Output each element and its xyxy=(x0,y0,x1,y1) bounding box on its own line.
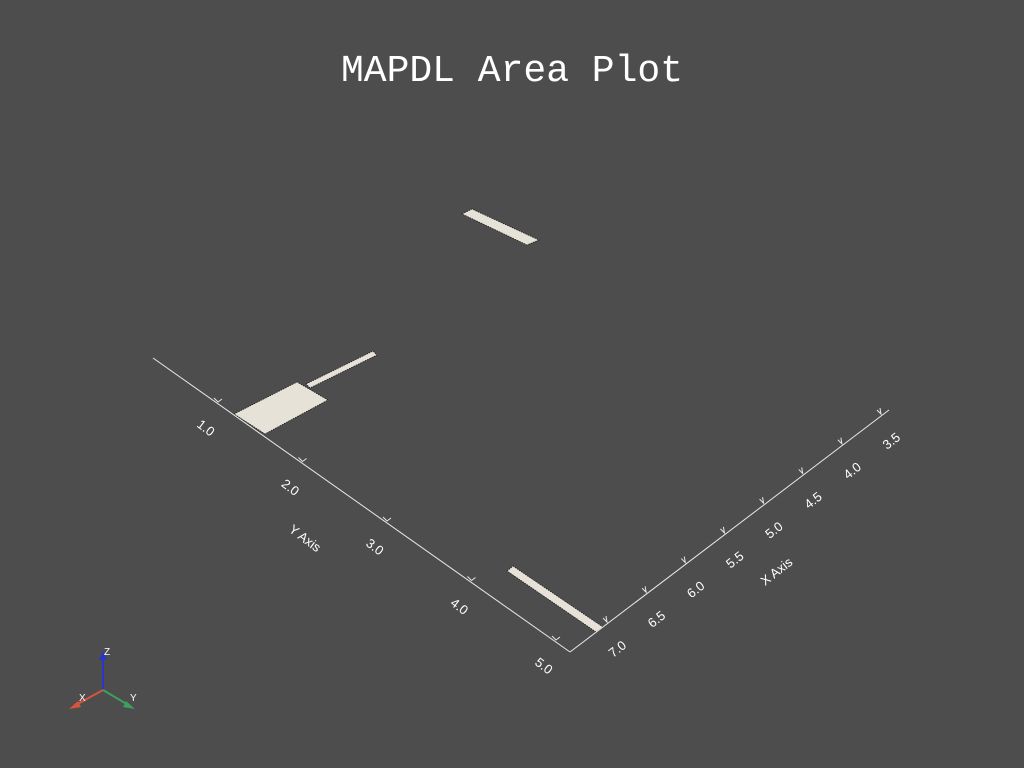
x-axis-tick xyxy=(876,407,882,416)
triad-y-label: Y xyxy=(130,693,137,704)
x-axis-tick xyxy=(602,615,608,624)
y-axis-title: Y Axis xyxy=(286,521,324,555)
x-axis-tick-label: 4.0 xyxy=(840,459,863,482)
x-axis: 3.5 4.0 4.5 5.0 5.5 6.0 6.5 7.0 X Axis xyxy=(569,407,903,660)
y-axis-tick-label: 5.0 xyxy=(532,654,555,677)
y-axis: 1.0 2.0 3.0 4.0 5.0 Y Axis xyxy=(152,357,571,677)
triad-z-arrowhead xyxy=(99,651,107,660)
area-top-strip xyxy=(461,208,540,246)
area-bottom-strip xyxy=(506,565,604,633)
x-axis-tick xyxy=(837,437,843,446)
x-axis-tick-label: 6.5 xyxy=(645,608,668,631)
triad-z-label: Z xyxy=(104,647,110,658)
y-axis-tick xyxy=(213,397,223,403)
x-axis-tick-label: 5.0 xyxy=(762,519,785,542)
triad-x-label: X xyxy=(79,693,86,704)
area-connector-strip xyxy=(305,350,378,389)
y-axis-tick xyxy=(298,457,307,463)
x-axis-tick xyxy=(798,467,804,475)
y-axis-ticks: 1.0 2.0 3.0 4.0 5.0 xyxy=(194,397,561,677)
y-axis-tick xyxy=(382,516,392,522)
y-axis-tick-label: 4.0 xyxy=(448,595,471,618)
x-axis-tick xyxy=(680,556,687,565)
triad-x-arrowhead xyxy=(69,701,81,709)
x-axis-line xyxy=(569,409,890,653)
x-axis-tick xyxy=(759,497,765,505)
x-axis-tick-label: 3.5 xyxy=(880,429,903,452)
x-axis-tick xyxy=(720,526,726,535)
x-axis-tick-label: 4.5 xyxy=(801,489,824,512)
orientation-triad: Z X Y xyxy=(69,647,137,709)
x-axis-tick xyxy=(641,586,647,594)
x-axis-title: X Axis xyxy=(758,554,796,588)
y-axis-line xyxy=(152,357,571,653)
x-axis-tick-label: 5.5 xyxy=(723,548,746,571)
y-axis-tick-label: 2.0 xyxy=(279,476,302,499)
triad-y-arrowhead xyxy=(123,701,135,709)
area-shapes xyxy=(233,208,604,633)
y-axis-tick-label: 3.0 xyxy=(363,535,386,558)
x-axis-tick-label: 7.0 xyxy=(606,637,629,660)
y-axis-tick xyxy=(467,576,476,582)
x-axis-ticks: 3.5 4.0 4.5 5.0 5.5 6.0 6.5 7.0 xyxy=(602,407,903,660)
area-square xyxy=(233,381,329,435)
y-axis-tick-label: 1.0 xyxy=(194,416,217,439)
x-axis-tick-label: 6.0 xyxy=(684,578,707,601)
y-axis-tick xyxy=(551,635,561,641)
plot-title: MAPDL Area Plot xyxy=(340,50,684,93)
